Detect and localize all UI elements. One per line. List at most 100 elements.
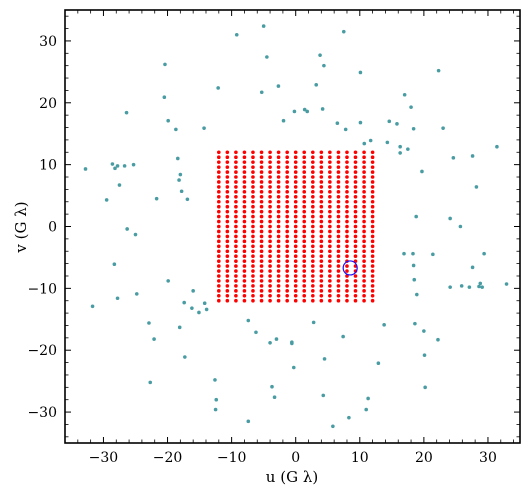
grid-point: [370, 214, 375, 219]
grid-point: [353, 155, 358, 160]
baseline-point: [178, 172, 183, 177]
grid-point: [251, 293, 255, 298]
grid-point: [328, 165, 332, 169]
grid-point: [259, 199, 264, 204]
grid-point: [242, 279, 247, 283]
grid-point: [259, 219, 264, 224]
grid-point: [319, 298, 324, 303]
baseline-point: [134, 292, 139, 296]
grid-point: [319, 195, 324, 199]
grid-point: [328, 259, 332, 263]
grid-point: [302, 175, 307, 179]
grid-point: [336, 150, 341, 155]
grid-point: [225, 239, 230, 244]
grid-point: [328, 234, 332, 239]
grid-point: [293, 224, 298, 229]
grid-points: [217, 150, 375, 303]
y-tick-label: 10: [39, 158, 57, 174]
grid-point: [251, 229, 255, 234]
grid-point: [311, 259, 315, 263]
grid-point: [242, 289, 247, 293]
grid-point: [285, 289, 289, 293]
baseline-point: [291, 365, 296, 370]
grid-point: [285, 214, 289, 219]
grid-point: [251, 259, 255, 263]
grid-point: [285, 150, 289, 155]
grid-point: [353, 284, 358, 288]
grid-point: [362, 239, 366, 244]
grid-point: [268, 165, 272, 169]
grid-point: [362, 170, 366, 174]
grid-point: [345, 254, 349, 258]
grid-point: [217, 254, 221, 258]
grid-point: [311, 279, 315, 283]
grid-point: [311, 239, 315, 244]
grid-point: [217, 279, 221, 283]
grid-point: [259, 289, 264, 293]
baseline-point: [183, 355, 187, 359]
grid-point: [345, 199, 349, 204]
grid-point: [319, 190, 324, 194]
baseline-point: [259, 90, 264, 95]
grid-point: [293, 175, 298, 179]
baseline-point: [216, 86, 220, 90]
grid-point: [217, 224, 221, 229]
grid-point: [225, 234, 230, 239]
grid-point: [217, 180, 221, 184]
grid-point: [217, 165, 221, 169]
grid-point: [242, 239, 247, 244]
baseline-point: [482, 251, 486, 256]
grid-point: [311, 219, 315, 224]
grid-point: [319, 219, 324, 224]
grid-point: [328, 264, 332, 268]
grid-point: [276, 195, 281, 199]
grid-point: [336, 284, 341, 288]
baseline-point: [302, 107, 307, 112]
grid-point: [285, 298, 289, 303]
baseline-point: [422, 329, 426, 333]
grid-point: [234, 239, 238, 244]
grid-point: [336, 209, 341, 214]
grid-point: [370, 180, 375, 184]
grid-point: [319, 254, 324, 258]
grid-point: [276, 199, 281, 204]
grid-point: [259, 214, 264, 219]
grid-point: [242, 214, 247, 219]
grid-point: [336, 180, 341, 184]
grid-point: [328, 180, 332, 184]
grid-point: [225, 185, 230, 189]
baseline-point: [343, 127, 348, 132]
grid-point: [259, 293, 264, 298]
grid-point: [268, 264, 272, 268]
grid-point: [285, 239, 289, 244]
baseline-point: [414, 214, 418, 219]
grid-point: [234, 274, 238, 278]
grid-point: [234, 269, 238, 273]
baseline-point: [122, 164, 127, 168]
grid-point: [251, 224, 255, 229]
grid-point: [319, 284, 324, 288]
baseline-point: [202, 126, 206, 130]
grid-point: [234, 229, 238, 234]
grid-point: [259, 180, 264, 184]
grid-point: [225, 244, 230, 249]
grid-point: [285, 244, 289, 249]
grid-point: [328, 150, 332, 155]
grid-point: [336, 224, 341, 229]
grid-point: [268, 195, 272, 199]
grid-point: [362, 160, 366, 164]
grid-point: [293, 195, 298, 199]
grid-point: [259, 190, 264, 194]
grid-point: [293, 204, 298, 209]
grid-point: [319, 214, 324, 219]
grid-point: [242, 190, 247, 194]
grid-point: [319, 180, 324, 184]
x-tick-label: 10: [351, 450, 369, 466]
grid-point: [251, 180, 255, 184]
grid-point: [336, 234, 341, 239]
grid-point: [293, 180, 298, 184]
baseline-point: [104, 198, 109, 202]
grid-point: [251, 274, 255, 278]
grid-point: [268, 170, 272, 174]
grid-point: [259, 165, 264, 169]
